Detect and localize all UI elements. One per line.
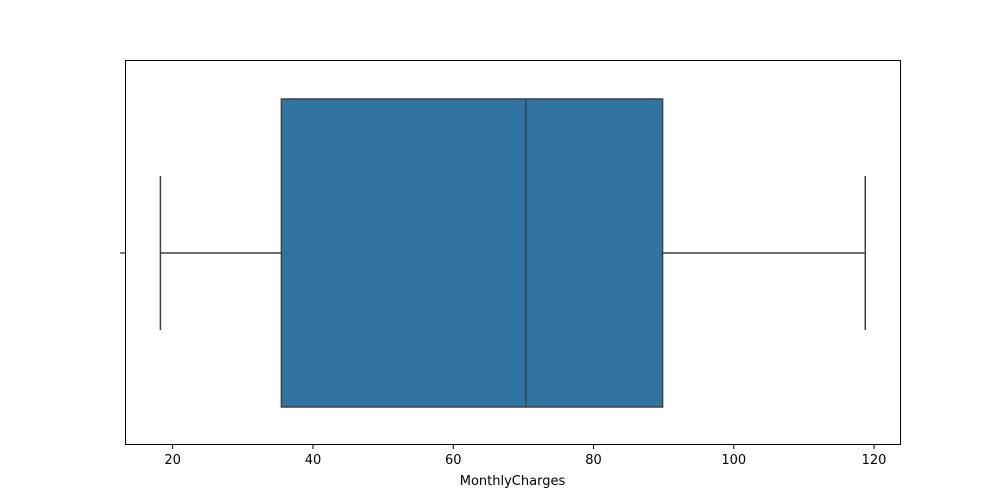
x-tick-label: 40 [305,453,322,468]
x-tick-label: 100 [721,453,746,468]
x-tick-label: 60 [445,453,462,468]
x-axis: 20 40 60 80 100 120 [164,444,886,468]
x-tick-label: 120 [862,453,887,468]
plot-area [159,98,867,408]
x-tick-label: 80 [585,453,602,468]
axes-frame [125,60,901,445]
x-axis-label: MonthlyCharges [460,474,566,489]
x-tick-label: 20 [164,453,181,468]
interquartile-box [280,98,664,408]
